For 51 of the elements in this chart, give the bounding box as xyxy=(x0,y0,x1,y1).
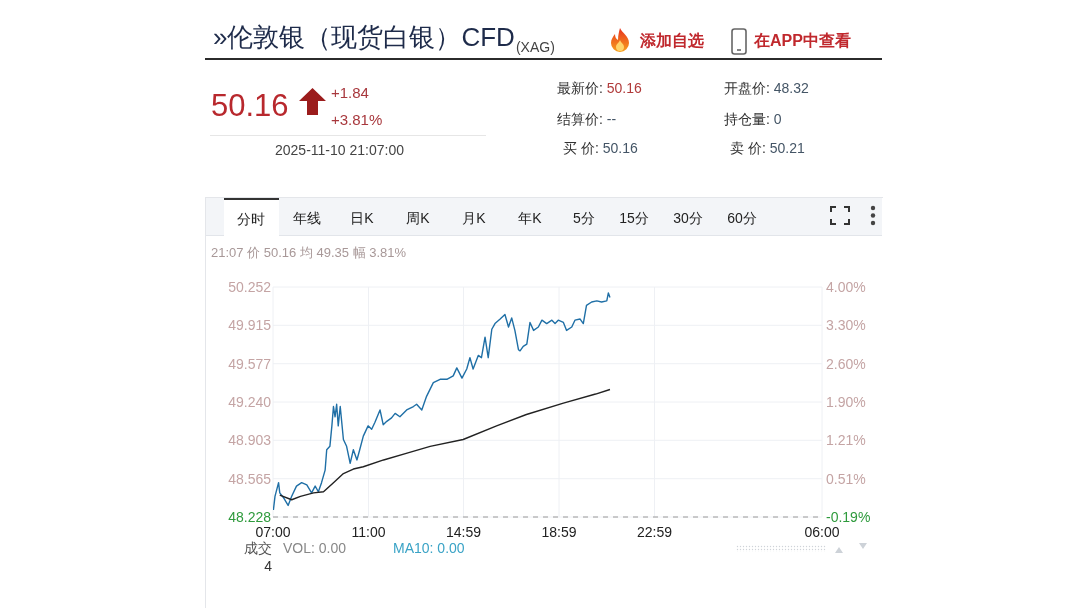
y2-tick-label: -0.19% xyxy=(826,509,871,525)
text: 50.16 xyxy=(601,139,638,156)
text: 2025-11-10 21:07:00 xyxy=(275,141,404,159)
x-tick-label: 22:59 xyxy=(636,523,673,540)
text: +3.81% xyxy=(331,111,383,129)
text: 50.16 xyxy=(211,88,289,124)
text: 60分 xyxy=(727,209,757,226)
text: 年线 xyxy=(293,209,321,226)
y-tick-label: 49.915 xyxy=(228,317,272,334)
line-series xyxy=(279,388,611,501)
y2-tick-label: 0.51% xyxy=(826,470,866,487)
y2-tick-label: 1.90% xyxy=(826,394,866,411)
y2-tick-label: 3.30% xyxy=(826,317,866,334)
x-tick-label: 07:00 xyxy=(255,523,291,540)
x-tick-label: 06:00 xyxy=(804,523,840,540)
text: 分时 xyxy=(237,210,265,227)
y-tick-label: 48.903 xyxy=(228,432,272,449)
text: 买 价: xyxy=(563,139,599,156)
chart-title: »伦敦银（现货白银）CFD$_{(XAG)}$ xyxy=(213,21,555,57)
y2-tick-label: 4.00% xyxy=(826,279,866,295)
text: 4 xyxy=(264,557,272,575)
y-tick-label: 48.565 xyxy=(228,470,272,487)
x-tick-label: 18:59 xyxy=(541,523,577,540)
line-series xyxy=(273,292,611,511)
text: VOL: 0.00 xyxy=(283,539,347,557)
y2-tick-label: 1.21% xyxy=(826,432,866,449)
text: 周K xyxy=(406,209,430,226)
text: 卖 价: 50.21 xyxy=(730,139,805,157)
text: 结算价: -- xyxy=(557,110,617,128)
text: 5分 xyxy=(573,209,595,226)
text: 添加自选 xyxy=(640,31,704,51)
text: 年K xyxy=(518,209,542,226)
text: 月K xyxy=(462,209,486,226)
x-tick-label: 14:59 xyxy=(446,523,482,540)
text: 15分 xyxy=(619,209,649,226)
y-tick-label: 49.240 xyxy=(228,394,272,410)
y-tick-label: 50.252 xyxy=(228,279,272,295)
text: 成交 xyxy=(244,539,272,557)
y-tick-label: 49.577 xyxy=(228,355,272,372)
text: 开盘价: 48.32 xyxy=(724,79,809,97)
text: +1.84 xyxy=(331,84,369,102)
y-tick-label: 48.228 xyxy=(228,509,272,525)
text: 21:07 价 50.16 均 49.35 幅 3.81% xyxy=(211,245,407,262)
text: 持仓量: 0 xyxy=(724,110,782,128)
text: 30分 xyxy=(673,209,703,226)
text: 在APP中查看 xyxy=(754,31,851,51)
y2-tick-label: 2.60% xyxy=(826,355,866,372)
text: MA10: 0.00 xyxy=(393,539,465,557)
text: 日K xyxy=(350,209,374,226)
x-tick-label: 11:00 xyxy=(351,523,386,540)
text: 最新价: 50.16 xyxy=(557,79,642,97)
